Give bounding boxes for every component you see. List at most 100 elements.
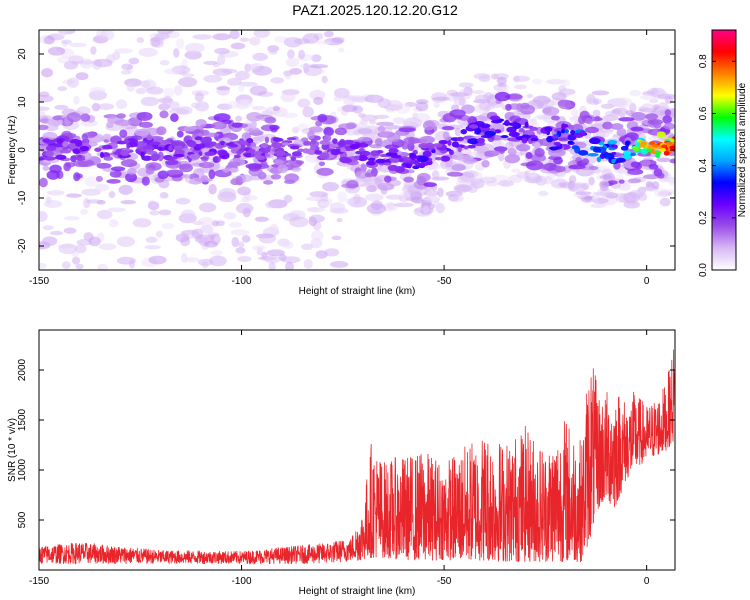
core-blob [113, 151, 123, 156]
core-blob [44, 156, 56, 161]
y-axis-label: SNR (10 * v/v) [7, 418, 18, 482]
signal-blob [516, 143, 531, 152]
x-tick-label: 0 [644, 276, 650, 287]
noise-blob [641, 103, 655, 113]
noise-blob [39, 211, 48, 222]
signal-blob [656, 157, 671, 163]
core-blob [571, 145, 580, 150]
signal-blob [159, 110, 169, 119]
signal-blob [166, 169, 183, 175]
signal-blob [39, 118, 50, 124]
noise-blob [237, 84, 245, 92]
noise-blob [238, 81, 258, 87]
noise-blob [649, 98, 659, 104]
noise-blob [478, 102, 491, 111]
core-blob [434, 157, 443, 161]
signal-blob [106, 121, 114, 129]
noise-blob [629, 89, 642, 97]
noise-blob [178, 77, 198, 88]
noise-blob [453, 184, 472, 193]
signal-blob [73, 172, 81, 182]
noise-blob [511, 168, 521, 173]
core-blob [103, 139, 109, 143]
noise-blob [369, 119, 377, 125]
noise-blob [385, 194, 404, 200]
core-blob [188, 153, 201, 160]
core-blob [650, 150, 656, 154]
noise-blob [168, 108, 189, 115]
noise-blob [498, 152, 505, 162]
core-blob [467, 144, 476, 149]
noise-blob [192, 34, 213, 40]
noise-blob [65, 193, 82, 198]
noise-blob [45, 196, 52, 204]
core-blob [271, 142, 283, 149]
noise-blob [86, 199, 103, 204]
core-blob [290, 156, 296, 162]
noise-blob [323, 30, 334, 38]
signal-blob [260, 160, 268, 167]
core-blob [647, 145, 654, 149]
noise-blob [120, 200, 137, 205]
y-tick-label: 500 [17, 511, 28, 528]
noise-blob [39, 262, 47, 269]
noise-blob [305, 153, 323, 163]
signal-blob [386, 132, 401, 143]
noise-blob [423, 195, 441, 203]
noise-blob [88, 236, 101, 247]
core-blob [661, 144, 668, 148]
core-blob [561, 124, 569, 128]
noise-blob [551, 92, 567, 101]
core-blob [310, 138, 317, 145]
signal-blob [594, 115, 601, 121]
noise-blob [173, 48, 180, 58]
noise-blob [618, 106, 627, 117]
core-blob [663, 150, 670, 156]
core-blob [608, 147, 616, 151]
noise-blob [81, 188, 101, 196]
noise-blob [185, 257, 200, 263]
core-blob [412, 165, 420, 170]
signal-blob [616, 127, 627, 137]
noise-blob [132, 218, 152, 228]
noise-blob [336, 218, 343, 223]
noise-blob [90, 46, 97, 55]
signal-blob [248, 163, 261, 172]
core-blob [45, 150, 54, 157]
noise-blob [173, 85, 183, 96]
core-blob [244, 153, 253, 158]
noise-blob [558, 182, 567, 187]
noise-blob [311, 54, 322, 63]
noise-blob [181, 252, 188, 264]
core-blob [310, 144, 317, 151]
core-blob [353, 155, 360, 160]
noise-blob [591, 90, 610, 96]
core-blob [649, 141, 656, 145]
core-blob [578, 150, 589, 156]
core-blob [209, 141, 217, 147]
noise-blob [200, 224, 214, 234]
noise-blob [240, 197, 250, 203]
noise-blob [513, 75, 520, 83]
signal-blob [323, 126, 335, 137]
noise-blob [210, 250, 223, 256]
colorbar-tick-label: 0.6 [698, 106, 709, 120]
signal-blob [126, 167, 137, 175]
noise-blob [270, 77, 285, 84]
noise-blob [590, 203, 607, 208]
noise-blob [145, 236, 158, 243]
noise-blob [623, 192, 641, 203]
noise-blob [235, 203, 254, 214]
noise-blob [360, 114, 378, 122]
core-blob [127, 138, 136, 142]
core-blob [467, 138, 479, 145]
noise-blob [365, 193, 384, 202]
noise-blob [575, 191, 592, 196]
noise-blob [341, 104, 358, 113]
noise-blob [305, 196, 324, 202]
x-tick-label: -150 [29, 276, 49, 287]
noise-blob [471, 90, 485, 95]
noise-blob [392, 117, 406, 125]
core-blob [548, 146, 561, 150]
noise-blob [235, 70, 250, 81]
